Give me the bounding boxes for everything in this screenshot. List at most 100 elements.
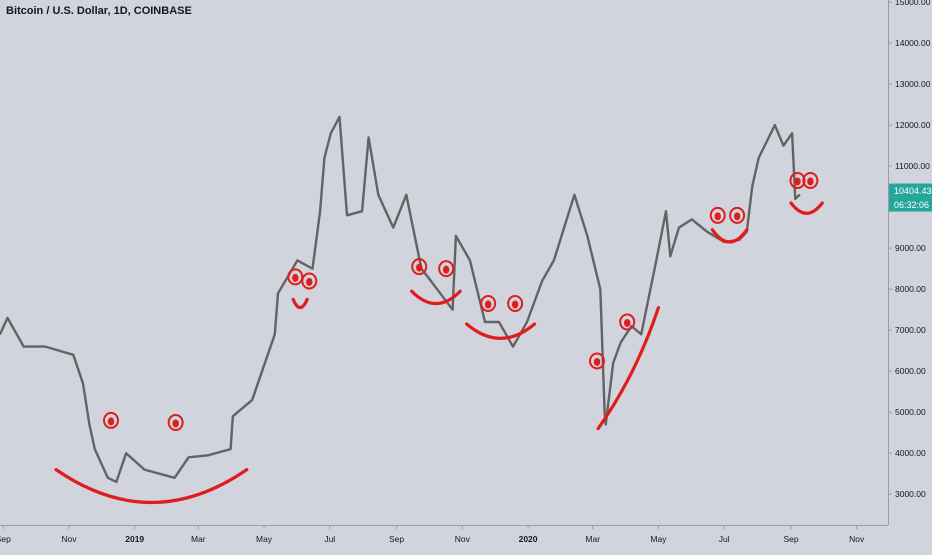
price-point xyxy=(296,259,299,262)
price-point xyxy=(274,333,276,336)
eye-pupil xyxy=(442,265,450,274)
price-point xyxy=(455,235,457,237)
smile-annotation xyxy=(291,297,309,310)
eye-pupil xyxy=(714,212,721,221)
countdown-badge xyxy=(889,197,932,212)
price-point xyxy=(512,345,514,348)
x-tick-label: 2019 xyxy=(125,534,144,544)
price-point xyxy=(798,194,801,196)
smile-annotation xyxy=(410,289,462,306)
price-point xyxy=(367,136,370,139)
y-tick-label: 9000.00 xyxy=(895,243,926,253)
price-point xyxy=(346,214,348,217)
eye-pupil xyxy=(484,300,492,309)
price-point xyxy=(187,456,190,459)
price-point xyxy=(22,345,25,348)
eye-pupil xyxy=(107,417,115,426)
price-point xyxy=(541,280,543,282)
x-tick-label: May xyxy=(650,534,667,544)
x-tick-label: May xyxy=(256,534,273,544)
x-tick-label: Nov xyxy=(849,534,865,544)
price-point xyxy=(586,235,589,237)
y-tick-label: 5000.00 xyxy=(895,407,926,417)
price-point xyxy=(427,276,429,278)
price-point xyxy=(330,132,332,135)
y-tick-label: 14000.00 xyxy=(895,38,931,48)
price-point xyxy=(757,157,760,159)
eye-pupil xyxy=(511,300,519,309)
y-tick-label: 11000.00 xyxy=(895,161,930,171)
last-price-badge xyxy=(889,183,932,198)
x-tick-label: Sep xyxy=(783,534,798,544)
smile-annotation xyxy=(465,322,537,340)
price-point xyxy=(311,267,314,270)
price-point xyxy=(207,454,209,457)
y-tick-label: 3000.00 xyxy=(895,489,926,499)
y-tick-label: 4000.00 xyxy=(895,448,926,458)
eye-annotation xyxy=(709,206,726,224)
price-point xyxy=(173,477,176,479)
eye-annotation xyxy=(619,313,636,331)
price-point xyxy=(526,321,528,323)
price-point xyxy=(665,210,667,213)
price-point xyxy=(82,382,84,385)
price-point xyxy=(229,448,232,450)
eye-annotation xyxy=(438,260,455,278)
price-point xyxy=(338,116,341,118)
eye-annotation xyxy=(507,295,524,313)
price-point xyxy=(94,448,96,450)
price-point xyxy=(319,210,321,213)
eye-pupil xyxy=(172,419,179,428)
price-point xyxy=(640,333,643,336)
eye-pupil xyxy=(807,177,814,186)
price-point xyxy=(782,144,785,147)
price-point xyxy=(361,210,363,213)
price-point xyxy=(451,308,454,311)
chart-title: Bitcoin / U.S. Dollar, 1D, COINBASE xyxy=(6,5,192,17)
y-tick-label: 13000.00 xyxy=(895,79,931,89)
eye-pupil xyxy=(292,273,299,282)
price-point xyxy=(6,317,9,319)
eye-annotation xyxy=(480,295,497,313)
eye-pupil xyxy=(593,357,601,366)
price-point xyxy=(0,333,1,336)
price-point xyxy=(143,468,146,471)
smile-annotation xyxy=(789,201,824,215)
y-tick-label: 6000.00 xyxy=(895,366,926,376)
price-point xyxy=(599,288,602,290)
price-point xyxy=(604,423,607,426)
x-tick-label: Nov xyxy=(455,534,471,544)
price-point xyxy=(794,198,797,200)
price-point xyxy=(392,226,395,229)
x-tick-label: Sep xyxy=(0,534,11,544)
price-point xyxy=(706,230,708,233)
price-point xyxy=(612,362,614,364)
last-price-value: 10404.43 xyxy=(894,186,932,196)
price-point xyxy=(405,194,408,196)
price-point xyxy=(277,292,279,295)
eye-annotation xyxy=(802,171,819,189)
price-point xyxy=(498,321,500,323)
price-point xyxy=(125,452,127,455)
y-tick-label: 8000.00 xyxy=(895,284,926,294)
price-point xyxy=(619,341,622,344)
x-tick-label: Jul xyxy=(719,534,730,544)
eye-annotation xyxy=(411,258,428,276)
price-point xyxy=(603,411,606,414)
price-point xyxy=(106,477,109,479)
price-point xyxy=(774,124,776,126)
x-tick-label: 2020 xyxy=(519,534,538,544)
x-tick-label: Nov xyxy=(61,534,77,544)
price-point xyxy=(231,415,234,418)
price-point xyxy=(691,218,693,221)
price-point xyxy=(655,259,658,262)
price-point xyxy=(44,345,47,348)
x-tick-label: Sep xyxy=(389,534,404,544)
price-point xyxy=(469,259,471,262)
y-tick-label: 12000.00 xyxy=(895,120,931,130)
eye-pupil xyxy=(794,177,801,186)
price-point xyxy=(751,185,754,188)
rising-arc-annotation xyxy=(596,306,661,431)
